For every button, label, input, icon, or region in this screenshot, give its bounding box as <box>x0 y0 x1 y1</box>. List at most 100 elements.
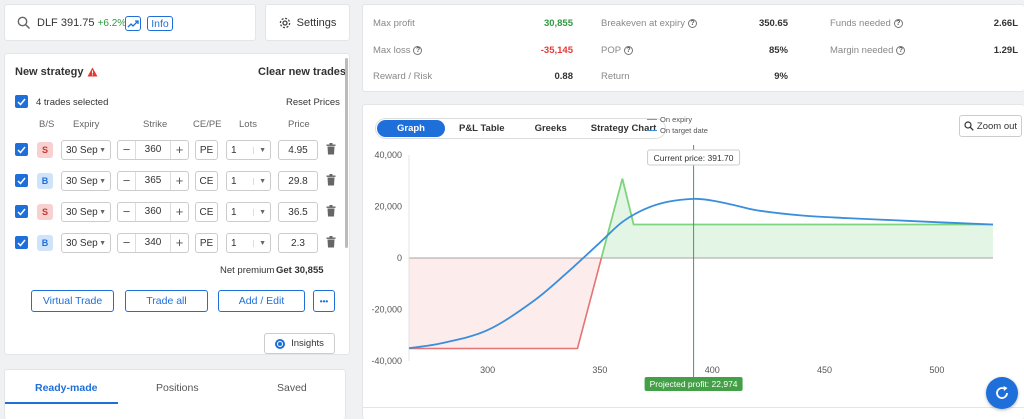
help-icon[interactable]: ? <box>687 19 697 28</box>
price-input[interactable]: 4.95 <box>278 140 318 160</box>
symbol-name: DLF <box>37 17 58 29</box>
help-icon[interactable]: ? <box>413 46 423 55</box>
projected-profit-label: Projected profit: 22,974 <box>650 379 738 389</box>
symbol-quote: DLF 391.75 +6.2% <box>37 17 126 29</box>
plus-button[interactable]: + <box>175 173 184 188</box>
lots-select[interactable]: 1 ▼ <box>226 202 271 222</box>
settings-button[interactable]: Settings <box>265 4 350 41</box>
trade-all-button[interactable]: Trade all <box>125 290 208 312</box>
side-toggle[interactable]: B <box>37 235 53 251</box>
tab-strategy-chart[interactable]: Strategy Chart <box>590 123 657 134</box>
trade-checkbox[interactable] <box>15 143 28 156</box>
strike-stepper[interactable]: −360 + <box>117 140 189 160</box>
strike-stepper[interactable]: −365 + <box>117 171 189 191</box>
return-value: 9% <box>774 71 788 82</box>
search-box[interactable]: DLF 391.75 +6.2% Info <box>4 4 256 41</box>
reset-prices-button[interactable]: Reset Prices <box>286 97 340 108</box>
add-edit-button[interactable]: Add / Edit <box>218 290 305 312</box>
insights-button[interactable]: Insights <box>264 333 335 354</box>
trade-checkbox[interactable] <box>15 236 28 249</box>
y-tick-label: -40,000 <box>371 356 402 366</box>
tab-graph[interactable]: Graph <box>377 120 445 137</box>
check-icon <box>17 177 26 185</box>
side-toggle[interactable]: S <box>37 142 53 158</box>
delete-icon[interactable] <box>326 205 336 220</box>
select-all-checkbox[interactable] <box>15 95 28 108</box>
zoom-out-label: Zoom out <box>976 120 1018 132</box>
current-price-box <box>647 149 741 166</box>
minus-button[interactable]: − <box>122 142 131 157</box>
minus-button[interactable]: − <box>122 173 131 188</box>
funds-value: 2.66L <box>993 18 1018 29</box>
option-type-toggle[interactable]: CE <box>195 202 218 222</box>
price-input[interactable]: 29.8 <box>278 171 318 191</box>
option-type-toggle[interactable]: PE <box>195 233 218 253</box>
option-type-toggle[interactable]: CE <box>195 171 218 191</box>
minus-button[interactable]: − <box>122 204 131 219</box>
max-loss-label: Max loss? <box>373 45 423 56</box>
zoom-out-button[interactable]: Zoom out <box>959 115 1022 137</box>
delete-icon[interactable] <box>326 236 336 251</box>
breakeven-label: Breakeven at expiry? <box>601 18 697 29</box>
expiry-value: 30 Sep <box>66 206 98 218</box>
check-icon <box>17 146 26 154</box>
info-button[interactable]: Info <box>147 16 173 31</box>
help-icon[interactable]: ? <box>893 19 903 28</box>
delete-icon[interactable] <box>326 174 336 189</box>
side-toggle[interactable]: S <box>37 204 53 220</box>
bottom-tabs: Ready-made Positions Saved <box>4 369 346 419</box>
more-options-button[interactable]: ••• <box>313 290 335 312</box>
help-icon[interactable]: ? <box>624 46 634 55</box>
tab-ready-made[interactable]: Ready-made <box>35 382 98 394</box>
virtual-trade-button[interactable]: Virtual Trade <box>31 290 114 312</box>
price-input[interactable]: 36.5 <box>278 202 318 222</box>
side-toggle[interactable]: B <box>37 173 53 189</box>
tab-pl-table[interactable]: P&L Table <box>458 123 505 134</box>
minus-button[interactable]: − <box>122 235 131 250</box>
y-tick-label: 40,000 <box>374 150 402 160</box>
trend-icon <box>127 19 139 27</box>
legend-on-expiry: On expiry <box>647 115 708 124</box>
header-strike: Strike <box>143 119 168 130</box>
delete-icon[interactable] <box>326 143 336 158</box>
expiry-select[interactable]: 30 Sep ▼ <box>61 171 111 191</box>
refresh-button[interactable] <box>986 377 1018 409</box>
tab-saved[interactable]: Saved <box>277 382 307 394</box>
expiry-select[interactable]: 30 Sep ▼ <box>61 140 111 160</box>
tab-greeks[interactable]: Greeks <box>534 123 567 134</box>
help-icon[interactable]: ? <box>896 46 906 55</box>
strike-stepper[interactable]: −340 + <box>117 233 189 253</box>
loss-area <box>409 258 602 349</box>
tab-positions[interactable]: Positions <box>156 382 199 394</box>
payoff-chart[interactable]: 40,000 20,000 0 -20,000 -40,000 300 350 400 450 5… <box>363 145 1024 413</box>
clear-new-trades-button[interactable]: Clear new trades <box>258 66 347 78</box>
lots-select[interactable]: 1 ▼ <box>226 171 271 191</box>
chart-tabs: Graph P&L Table Greeks Strategy Chart <box>375 118 667 139</box>
plus-button[interactable]: + <box>175 142 184 157</box>
breakeven-value: 350.65 <box>758 18 788 29</box>
plus-button[interactable]: + <box>175 204 184 219</box>
option-type-toggle[interactable]: PE <box>195 140 218 160</box>
strike-value: 340 <box>135 234 171 252</box>
max-loss-value: -35,145 <box>540 45 573 56</box>
check-icon <box>17 208 26 216</box>
trade-checkbox[interactable] <box>15 174 28 187</box>
expiry-select[interactable]: 30 Sep ▼ <box>61 202 111 222</box>
lots-select[interactable]: 1 ▼ <box>226 233 271 253</box>
chart-trend-button[interactable] <box>125 16 141 31</box>
x-tick-label: 400 <box>705 365 720 375</box>
expiry-select[interactable]: 30 Sep ▼ <box>61 233 111 253</box>
legend-on-target-date: On target date <box>647 126 708 135</box>
search-icon <box>17 16 31 33</box>
y-tick-label: 20,000 <box>374 202 402 212</box>
plus-button[interactable]: + <box>175 235 184 250</box>
trade-checkbox[interactable] <box>15 205 28 218</box>
projected-profit-box <box>644 377 743 391</box>
strike-stepper[interactable]: −360 + <box>117 202 189 222</box>
reward-risk-value: 0.88 <box>554 71 574 82</box>
panel-scrollbar[interactable] <box>345 58 348 248</box>
price-input[interactable]: 2.3 <box>278 233 318 253</box>
insights-label: Insights <box>291 338 324 349</box>
lots-select[interactable]: 1 ▼ <box>226 140 271 160</box>
lots-value: 1 <box>231 206 237 218</box>
